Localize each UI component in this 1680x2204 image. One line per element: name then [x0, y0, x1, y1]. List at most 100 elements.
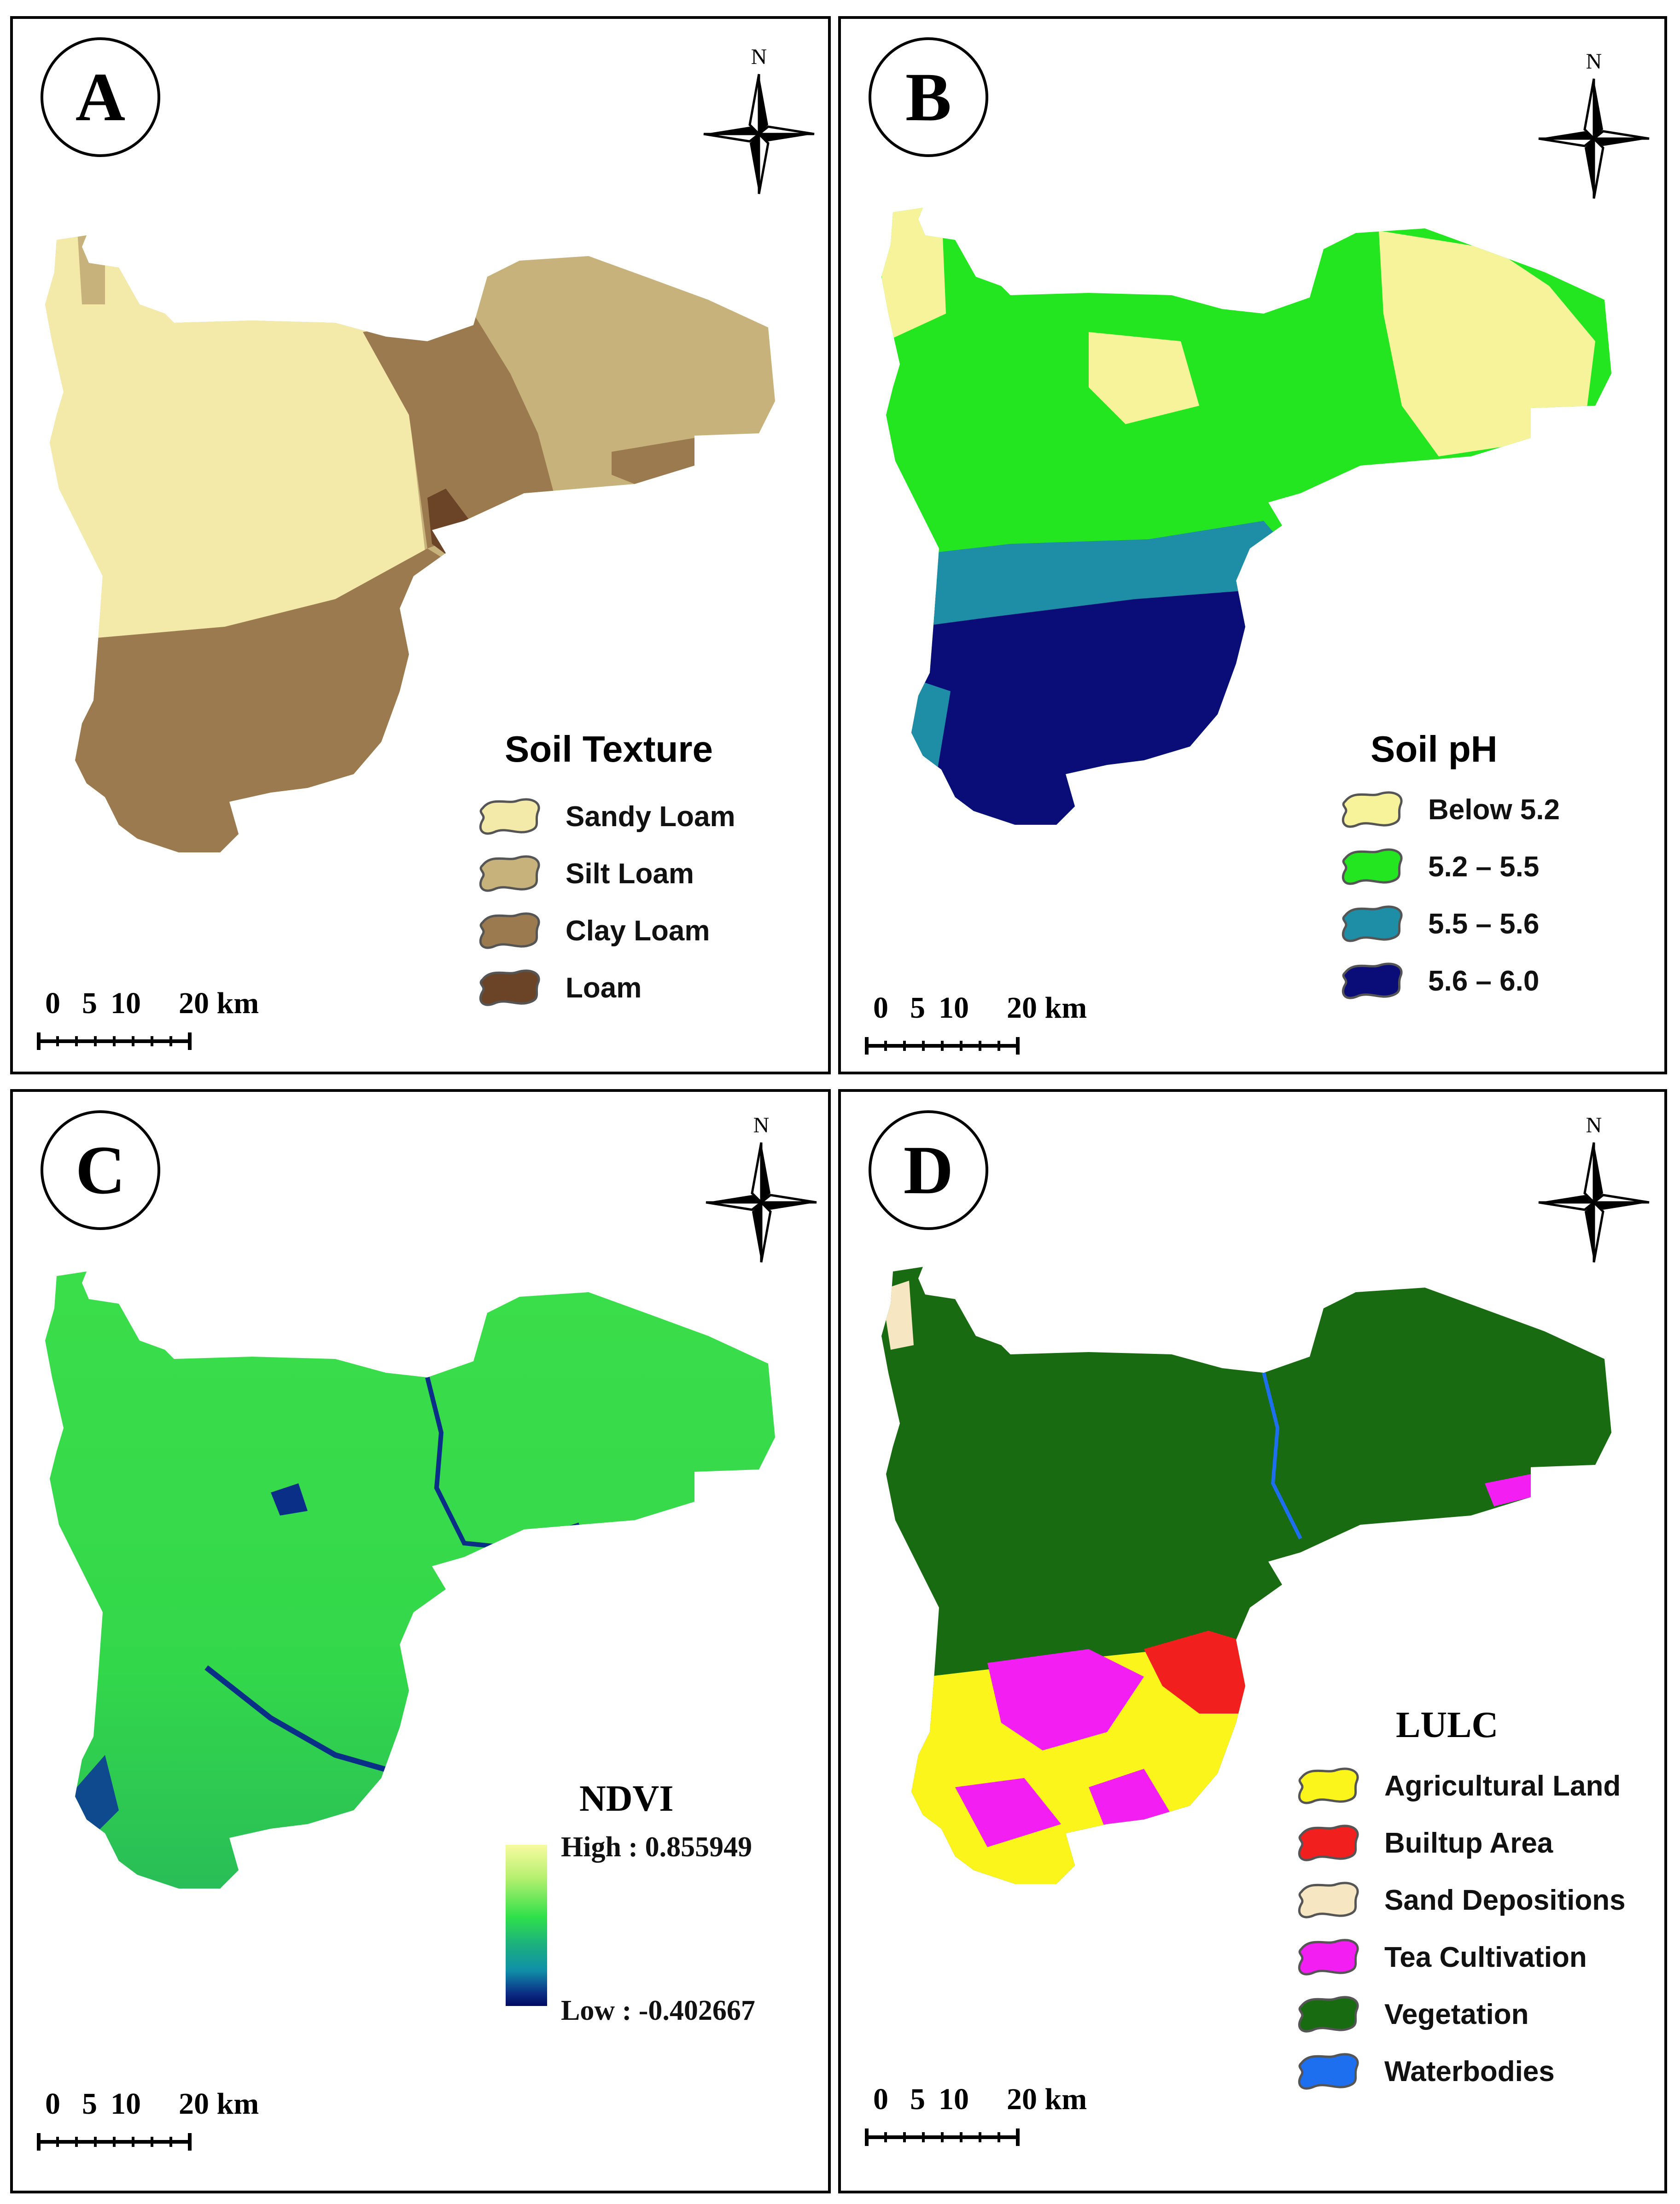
- region-agricultural-land: [881, 1649, 1310, 1884]
- legend-label: Sand Depositions: [1384, 1884, 1626, 1916]
- scale-label-0: 0: [45, 2087, 60, 2121]
- region-tea-cultivation-main: [987, 1649, 1144, 1750]
- legend: Sandy Loam Silt Loam Clay Loam Loam: [473, 788, 735, 1016]
- compass-icon: [1536, 76, 1651, 201]
- ndvi-low-label: Low : -0.402667: [561, 1995, 755, 2026]
- north-label: N: [751, 45, 767, 69]
- scale-label-10: 10: [111, 2087, 141, 2121]
- scale-label-10: 10: [111, 986, 141, 1020]
- legend-swatch-icon: [1292, 1992, 1366, 2036]
- panel-label: B: [869, 37, 988, 157]
- legend-item: Clay Loam: [473, 902, 735, 959]
- north-arrow: N: [701, 44, 817, 196]
- legend-label: Agricultural Land: [1384, 1770, 1621, 1802]
- legend-item: 5.5 – 5.6: [1336, 895, 1560, 952]
- ndvi-color-ramp: [506, 1845, 547, 2006]
- legend-label: Vegetation: [1384, 1998, 1529, 2030]
- region-tea-cultivation-center: [1089, 1769, 1172, 1833]
- legend-title: NDVI: [579, 1778, 674, 1819]
- scale-ruler-icon: [864, 1034, 1021, 1057]
- legend-label: 5.6 – 6.0: [1428, 965, 1540, 997]
- region-ph-below-5-2-west: [881, 208, 946, 341]
- region-sandy-loam: [45, 235, 427, 645]
- panel-label: C: [41, 1110, 160, 1230]
- scale-label-5: 5: [82, 986, 97, 1020]
- region-clay-loam-north: [363, 314, 556, 548]
- region-ph-5-5-5-6-band: [881, 521, 1291, 636]
- low-ndvi-north: [271, 1483, 308, 1516]
- legend-label: Builtup Area: [1384, 1827, 1553, 1859]
- soil-ph-map: [881, 208, 1611, 825]
- north-arrow: N: [1536, 49, 1651, 201]
- legend-swatch-icon: [473, 909, 547, 953]
- legend-item: 5.2 – 5.5: [1336, 838, 1560, 895]
- legend-swatch-icon: [1292, 1764, 1366, 1808]
- legend-title: LULC: [1396, 1705, 1499, 1745]
- legend-swatch-icon: [1292, 1935, 1366, 1979]
- scale-label-0: 0: [873, 991, 888, 1025]
- legend-label: 5.5 – 5.6: [1428, 908, 1540, 940]
- legend-item: Builtup Area: [1292, 1814, 1626, 1872]
- lulc-map: [881, 1267, 1611, 1884]
- scale-label-10: 10: [939, 2082, 969, 2116]
- ndvi-high-label: High : 0.855949: [561, 1831, 752, 1863]
- legend-swatch-icon: [473, 794, 547, 839]
- compass-icon: [1536, 1140, 1651, 1265]
- scale-label-0: 0: [45, 986, 60, 1020]
- legend: Agricultural Land Builtup Area Sand Deposi…: [1292, 1757, 1626, 2100]
- legend-item: Waterbodies: [1292, 2043, 1626, 2100]
- legend-swatch-icon: [1292, 1878, 1366, 1922]
- scale-label-20: 20 km: [1007, 991, 1087, 1025]
- scale-label-5: 5: [910, 2082, 925, 2116]
- legend-label: Waterbodies: [1384, 2055, 1555, 2087]
- panel-d: D N LULC Agricultural Land Builtup Area Sa…: [838, 1089, 1667, 2193]
- ndvi-map: [45, 1271, 775, 1889]
- scale-bar: 0 5 10 20 km: [36, 2087, 294, 2160]
- compass-icon: [704, 1140, 819, 1265]
- north-label: N: [1586, 1113, 1602, 1137]
- scale-bar: 0 5 10 20 km: [36, 986, 294, 1060]
- legend-label: Below 5.2: [1428, 793, 1560, 826]
- region-ph-below-5-2-south: [1254, 627, 1287, 668]
- legend-item: Sand Depositions: [1292, 1872, 1626, 1929]
- legend-label: Clay Loam: [566, 915, 710, 947]
- region-silt-loam-nw: [77, 235, 105, 304]
- scale-ruler-icon: [36, 2130, 192, 2153]
- legend-title: Soil Texture: [505, 729, 713, 770]
- north-arrow: N: [704, 1113, 819, 1265]
- scale-label-10: 10: [939, 991, 969, 1025]
- legend-swatch-icon: [1336, 845, 1410, 889]
- legend-item: 5.6 – 6.0: [1336, 952, 1560, 1009]
- legend-item: Silt Loam: [473, 845, 735, 902]
- legend-item: Below 5.2: [1336, 781, 1560, 838]
- scale-label-0: 0: [873, 2082, 888, 2116]
- scale-ruler-icon: [36, 1030, 192, 1053]
- compass-icon: [701, 72, 817, 196]
- river-south: [204, 1665, 401, 1776]
- legend-swatch-icon: [473, 851, 547, 896]
- legend-swatch-icon: [1336, 959, 1410, 1003]
- panel-label: D: [869, 1110, 988, 1230]
- legend-swatch-icon: [1336, 787, 1410, 832]
- legend-item: Loam: [473, 959, 735, 1016]
- scale-ruler-icon: [864, 2126, 1021, 2149]
- panel-b: B N Soil pH Below 5.2 5.2 – 5.5 5.5 – 5.6 5…: [838, 16, 1667, 1074]
- scale-bar: 0 5 10 20 km: [864, 2082, 1122, 2156]
- north-label: N: [1586, 49, 1602, 74]
- scale-label-20: 20 km: [179, 986, 259, 1020]
- region-ph-below-5-2-patch: [1089, 332, 1199, 424]
- legend-title: Soil pH: [1371, 729, 1498, 770]
- north-label: N: [753, 1113, 770, 1137]
- panel-c: C N NDVI High : 0.855949 Low : -0.402667…: [10, 1089, 831, 2193]
- legend-label: 5.2 – 5.5: [1428, 851, 1540, 883]
- legend-label: Loam: [566, 972, 642, 1004]
- legend-label: Sandy Loam: [566, 800, 735, 833]
- scale-label-5: 5: [910, 991, 925, 1025]
- legend-swatch-icon: [1292, 2049, 1366, 2093]
- scale-label-20: 20 km: [179, 2087, 259, 2121]
- region-ph-5-6-6-0: [881, 567, 1310, 825]
- legend-label: Tea Cultivation: [1384, 1941, 1587, 1973]
- region-tea-cultivation-east: [1485, 1474, 1531, 1506]
- north-arrow: N: [1536, 1113, 1651, 1265]
- scale-bar: 0 5 10 20 km: [864, 991, 1122, 1064]
